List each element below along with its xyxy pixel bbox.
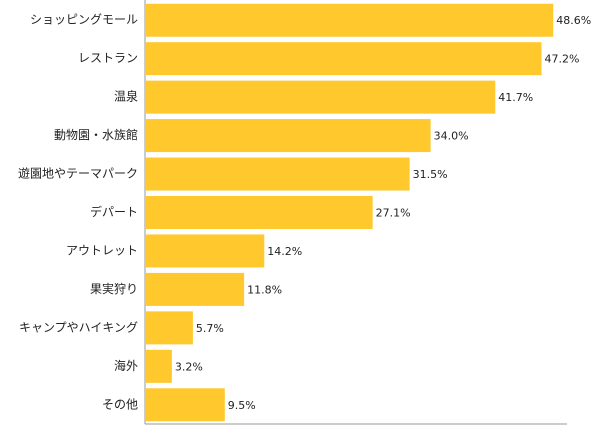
bar <box>145 349 172 383</box>
bar <box>145 388 225 422</box>
category-label: デパート <box>90 204 138 219</box>
category-label: 遊園地やテーマパーク <box>18 166 138 181</box>
bar <box>145 80 496 114</box>
value-label: 14.2% <box>267 245 302 258</box>
value-label: 11.8% <box>247 283 282 296</box>
category-label: アウトレット <box>66 243 138 257</box>
value-label: 41.7% <box>498 91 533 104</box>
bar <box>145 234 265 268</box>
value-label: 9.5% <box>228 399 256 412</box>
bar <box>145 42 542 76</box>
bar <box>145 196 373 229</box>
bar <box>145 272 245 306</box>
value-label: 27.1% <box>376 207 411 220</box>
category-label: レストラン <box>78 51 138 65</box>
value-label: 31.5% <box>413 168 448 181</box>
category-label: キャンプやハイキング <box>19 320 138 334</box>
bar <box>145 157 410 191</box>
bar <box>145 119 431 153</box>
category-label: 海外 <box>114 358 138 373</box>
category-label: 果実狩り <box>90 281 138 296</box>
value-label: 47.2% <box>544 53 579 66</box>
value-label: 34.0% <box>434 130 469 143</box>
value-label: 48.6% <box>556 14 591 27</box>
category-label: 温泉 <box>114 90 138 104</box>
category-label: 動物園・水族館 <box>54 127 138 142</box>
bar <box>145 311 193 345</box>
category-label: ショッピングモール <box>30 13 138 27</box>
value-label: 5.7% <box>196 322 224 335</box>
category-label: その他 <box>102 397 138 411</box>
value-label: 3.2% <box>175 360 203 373</box>
bar <box>145 3 554 37</box>
